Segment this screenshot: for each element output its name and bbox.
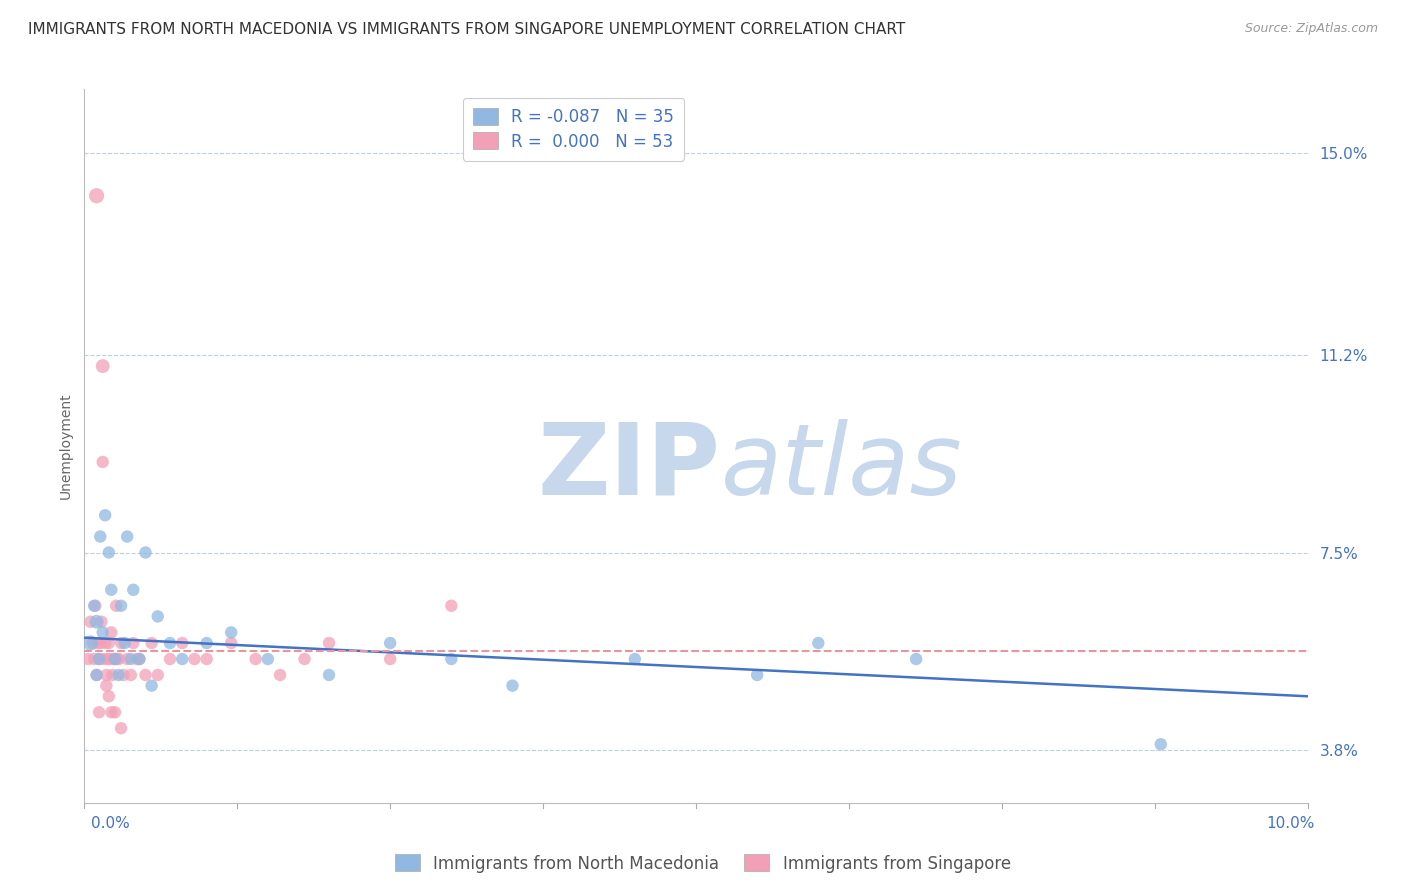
Point bbox=[104, 652, 127, 666]
Text: Source: ZipAtlas.com: Source: ZipAtlas.com bbox=[1244, 22, 1378, 36]
Point bbox=[104, 652, 127, 666]
Point bbox=[79, 615, 101, 629]
Point bbox=[125, 652, 148, 666]
Point bbox=[128, 652, 150, 666]
Point bbox=[380, 636, 402, 650]
Text: 10.0%: 10.0% bbox=[1267, 816, 1315, 831]
Point bbox=[440, 652, 463, 666]
Point bbox=[269, 668, 291, 682]
Point bbox=[172, 652, 194, 666]
Point bbox=[110, 721, 132, 735]
Point bbox=[82, 636, 104, 650]
Point bbox=[122, 582, 145, 597]
Point bbox=[112, 668, 135, 682]
Point bbox=[87, 652, 110, 666]
Point bbox=[115, 529, 138, 543]
Point bbox=[146, 609, 169, 624]
Point bbox=[91, 625, 114, 640]
Point bbox=[94, 508, 117, 523]
Point bbox=[89, 529, 111, 543]
Point bbox=[159, 636, 181, 650]
Point bbox=[501, 679, 523, 693]
Point bbox=[89, 636, 111, 650]
Text: 0.0%: 0.0% bbox=[91, 816, 131, 831]
Point bbox=[83, 599, 105, 613]
Point bbox=[105, 599, 128, 613]
Point bbox=[91, 455, 114, 469]
Point bbox=[96, 668, 118, 682]
Point bbox=[135, 668, 157, 682]
Point bbox=[905, 652, 928, 666]
Point bbox=[128, 652, 150, 666]
Point bbox=[110, 636, 132, 650]
Point bbox=[100, 625, 122, 640]
Point bbox=[219, 625, 242, 640]
Point bbox=[91, 359, 114, 373]
Point bbox=[101, 668, 124, 682]
Point bbox=[100, 706, 122, 720]
Point bbox=[114, 636, 136, 650]
Point bbox=[159, 652, 181, 666]
Point bbox=[120, 652, 142, 666]
Point bbox=[115, 652, 138, 666]
Point bbox=[440, 599, 463, 613]
Point bbox=[104, 706, 127, 720]
Point bbox=[79, 636, 101, 650]
Point bbox=[77, 652, 100, 666]
Point bbox=[146, 668, 169, 682]
Point bbox=[195, 652, 218, 666]
Point bbox=[257, 652, 280, 666]
Point bbox=[97, 636, 120, 650]
Point bbox=[86, 668, 108, 682]
Point bbox=[98, 652, 121, 666]
Point bbox=[745, 668, 768, 682]
Point bbox=[624, 652, 647, 666]
Point bbox=[86, 188, 108, 202]
Point bbox=[93, 652, 115, 666]
Point bbox=[172, 636, 194, 650]
Point bbox=[807, 636, 830, 650]
Point bbox=[86, 668, 108, 682]
Point bbox=[107, 668, 129, 682]
Point bbox=[83, 652, 105, 666]
Point bbox=[96, 679, 118, 693]
Point bbox=[141, 679, 163, 693]
Point bbox=[86, 615, 108, 629]
Point bbox=[110, 599, 132, 613]
Point bbox=[318, 668, 340, 682]
Point bbox=[87, 706, 110, 720]
Point bbox=[1150, 737, 1173, 751]
Point bbox=[380, 652, 402, 666]
Legend: R = -0.087   N = 35, R =  0.000   N = 53: R = -0.087 N = 35, R = 0.000 N = 53 bbox=[463, 97, 685, 161]
Point bbox=[318, 636, 340, 650]
Point bbox=[97, 690, 120, 704]
Point bbox=[141, 636, 163, 650]
Point bbox=[122, 636, 145, 650]
Point bbox=[100, 582, 122, 597]
Point bbox=[105, 652, 128, 666]
Point bbox=[183, 652, 205, 666]
Y-axis label: Unemployment: Unemployment bbox=[59, 392, 73, 500]
Text: IMMIGRANTS FROM NORTH MACEDONIA VS IMMIGRANTS FROM SINGAPORE UNEMPLOYMENT CORREL: IMMIGRANTS FROM NORTH MACEDONIA VS IMMIG… bbox=[28, 22, 905, 37]
Point bbox=[87, 636, 110, 650]
Point bbox=[94, 636, 117, 650]
Point bbox=[294, 652, 316, 666]
Point bbox=[87, 652, 110, 666]
Text: atlas: atlas bbox=[720, 419, 962, 516]
Point bbox=[107, 652, 129, 666]
Point bbox=[90, 615, 112, 629]
Point bbox=[195, 636, 218, 650]
Point bbox=[103, 652, 125, 666]
Point bbox=[97, 545, 120, 559]
Point bbox=[97, 652, 120, 666]
Legend: Immigrants from North Macedonia, Immigrants from Singapore: Immigrants from North Macedonia, Immigra… bbox=[388, 847, 1018, 880]
Point bbox=[84, 599, 107, 613]
Text: ZIP: ZIP bbox=[537, 419, 720, 516]
Point bbox=[219, 636, 242, 650]
Point bbox=[135, 545, 157, 559]
Point bbox=[120, 668, 142, 682]
Point bbox=[245, 652, 267, 666]
